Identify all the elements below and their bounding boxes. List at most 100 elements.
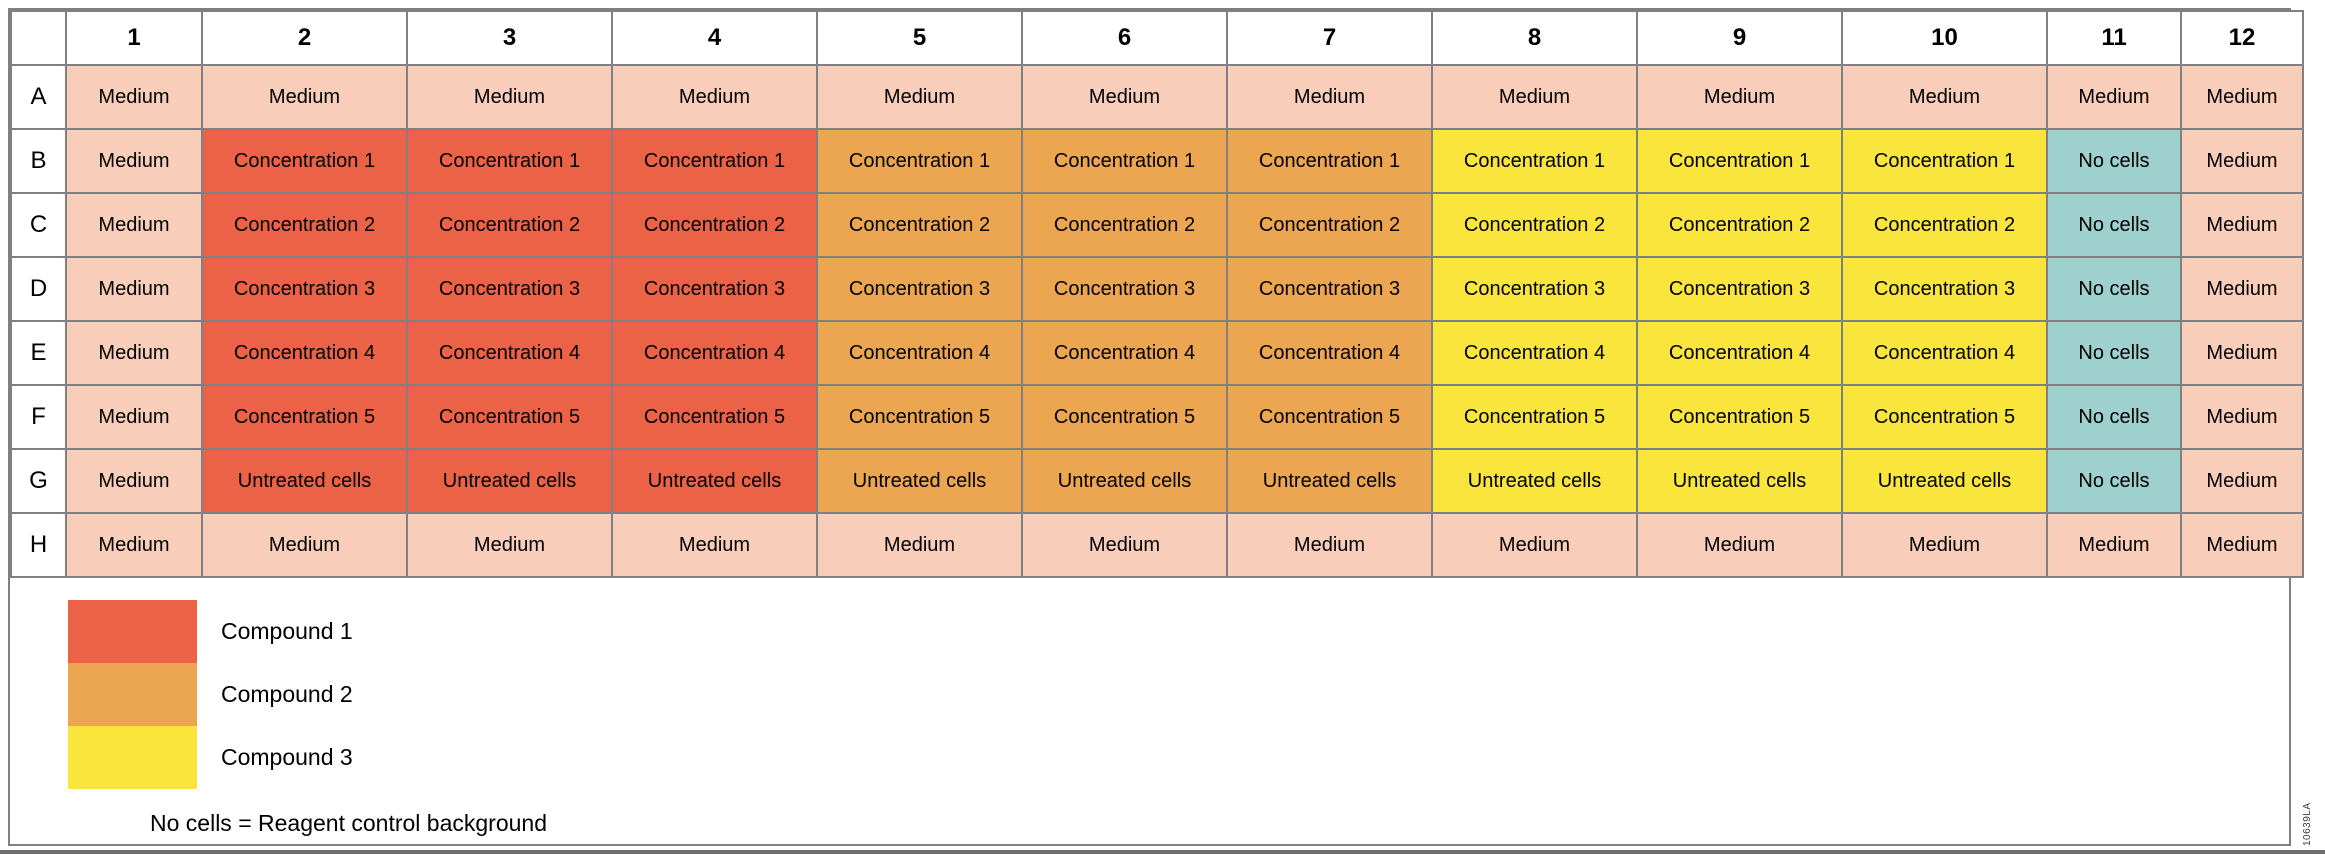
well-B2: Concentration 1 [201,128,408,194]
row-label-E: E [10,320,67,386]
legend-label-compound-1: Compound 1 [221,618,353,644]
legend-label-compound-2: Compound 2 [221,681,353,707]
well-C12: Medium [2180,192,2304,258]
column-header-4: 4 [611,10,818,66]
row-label-G: G [10,448,67,514]
column-header-2: 2 [201,10,408,66]
well-C5: Concentration 2 [816,192,1023,258]
well-B11: No cells [2046,128,2182,194]
plate-row-E: E Medium Concentration 4 Concentration 4 Con… [10,320,2304,386]
column-header-7: 7 [1226,10,1433,66]
column-header-3: 3 [406,10,613,66]
figure-id-watermark: 10639LA [2302,802,2313,846]
well-D2: Concentration 3 [201,256,408,322]
plate-row-G: G Medium Untreated cells Untreated cells Unt… [10,448,2304,514]
row-label-D: D [10,256,67,322]
well-G10: Untreated cells [1841,448,2048,514]
well-G5: Untreated cells [816,448,1023,514]
well-H1: Medium [65,512,203,578]
well-H12: Medium [2180,512,2304,578]
well-G7: Untreated cells [1226,448,1433,514]
well-F6: Concentration 5 [1021,384,1228,450]
well-G6: Untreated cells [1021,448,1228,514]
well-A9: Medium [1636,64,1843,130]
well-A3: Medium [406,64,613,130]
well-C9: Concentration 2 [1636,192,1843,258]
plate-row-B: B Medium Concentration 1 Concentration 1 Con… [10,128,2304,194]
well-E9: Concentration 4 [1636,320,1843,386]
well-F8: Concentration 5 [1431,384,1638,450]
column-header-row: 1 2 3 4 5 6 7 8 9 10 11 12 [10,10,2304,66]
well-E12: Medium [2180,320,2304,386]
well-A6: Medium [1021,64,1228,130]
well-D6: Concentration 3 [1021,256,1228,322]
well-H10: Medium [1841,512,2048,578]
well-F11: No cells [2046,384,2182,450]
well-F2: Concentration 5 [201,384,408,450]
well-D8: Concentration 3 [1431,256,1638,322]
well-H5: Medium [816,512,1023,578]
well-A8: Medium [1431,64,1638,130]
row-label-A: A [10,64,67,130]
well-F4: Concentration 5 [611,384,818,450]
row-label-C: C [10,192,67,258]
well-B12: Medium [2180,128,2304,194]
legend-row-compound-3: Compound 3 [68,726,2289,789]
well-F9: Concentration 5 [1636,384,1843,450]
well-B1: Medium [65,128,203,194]
well-D3: Concentration 3 [406,256,613,322]
row-label-F: F [10,384,67,450]
well-A1: Medium [65,64,203,130]
well-A4: Medium [611,64,818,130]
legend-note: No cells = Reagent control background [150,810,547,836]
well-E8: Concentration 4 [1431,320,1638,386]
row-label-B: B [10,128,67,194]
well-F5: Concentration 5 [816,384,1023,450]
well-H9: Medium [1636,512,1843,578]
column-header-5: 5 [816,10,1023,66]
well-D10: Concentration 3 [1841,256,2048,322]
well-E3: Concentration 4 [406,320,613,386]
plate-row-D: D Medium Concentration 3 Concentration 3 Con… [10,256,2304,322]
well-E4: Concentration 4 [611,320,818,386]
well-H3: Medium [406,512,613,578]
well-G1: Medium [65,448,203,514]
plate-row-H: H Medium Medium Medium Medium Medium Medium Med… [10,512,2304,578]
well-F1: Medium [65,384,203,450]
legend-swatch-compound-2 [68,663,197,726]
well-D4: Concentration 3 [611,256,818,322]
legend-label-compound-3: Compound 3 [221,744,353,770]
well-E5: Concentration 4 [816,320,1023,386]
well-G3: Untreated cells [406,448,613,514]
well-C2: Concentration 2 [201,192,408,258]
well-H8: Medium [1431,512,1638,578]
column-header-11: 11 [2046,10,2182,66]
well-E11: No cells [2046,320,2182,386]
well-C1: Medium [65,192,203,258]
column-header-9: 9 [1636,10,1843,66]
well-C7: Concentration 2 [1226,192,1433,258]
column-header-10: 10 [1841,10,2048,66]
corner-cell [10,10,67,66]
well-A12: Medium [2180,64,2304,130]
well-F12: Medium [2180,384,2304,450]
plate-table: 1 2 3 4 5 6 7 8 9 10 11 12 A Medium Medium Medium Mediu… [10,10,2304,578]
well-D9: Concentration 3 [1636,256,1843,322]
well-B4: Concentration 1 [611,128,818,194]
well-B6: Concentration 1 [1021,128,1228,194]
well-C3: Concentration 2 [406,192,613,258]
well-G2: Untreated cells [201,448,408,514]
bottom-divider-bar [0,850,2325,854]
well-A2: Medium [201,64,408,130]
well-G12: Medium [2180,448,2304,514]
column-header-6: 6 [1021,10,1228,66]
well-H4: Medium [611,512,818,578]
plate-row-C: C Medium Concentration 2 Concentration 2 Con… [10,192,2304,258]
plate-body: A Medium Medium Medium Medium Medium Medium Med… [10,64,2304,578]
well-G4: Untreated cells [611,448,818,514]
well-C4: Concentration 2 [611,192,818,258]
well-H11: Medium [2046,512,2182,578]
well-C10: Concentration 2 [1841,192,2048,258]
well-H7: Medium [1226,512,1433,578]
legend-row-compound-2: Compound 2 [68,663,2289,726]
